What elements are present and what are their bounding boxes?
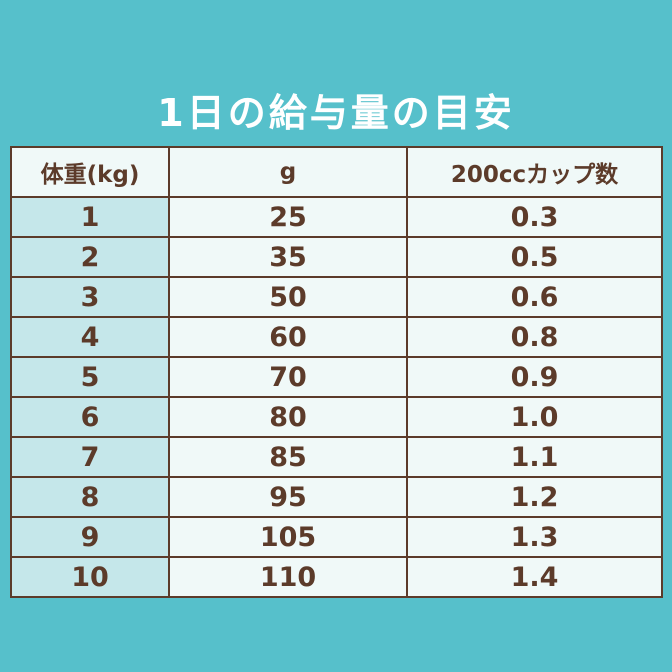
cups-cell: 0.6 — [406, 276, 663, 318]
header-grams: g — [168, 146, 408, 198]
table-row: 2 35 0.5 — [10, 236, 663, 278]
cups-cell: 0.9 — [406, 356, 663, 398]
table-row: 8 95 1.2 — [10, 476, 663, 518]
weight-cell: 6 — [10, 396, 170, 438]
table-row: 9 105 1.3 — [10, 516, 663, 558]
weight-cell: 4 — [10, 316, 170, 358]
header-cups: 200ccカップ数 — [406, 146, 663, 198]
feeding-table: 体重(kg) g 200ccカップ数 1 25 0.3 2 35 0.5 3 50 0.6 4 60… — [10, 146, 663, 598]
grams-cell: 50 — [168, 276, 408, 318]
table-row: 3 50 0.6 — [10, 276, 663, 318]
weight-cell: 3 — [10, 276, 170, 318]
weight-cell: 7 — [10, 436, 170, 478]
weight-cell: 9 — [10, 516, 170, 558]
weight-cell: 10 — [10, 556, 170, 598]
grams-cell: 105 — [168, 516, 408, 558]
cups-cell: 0.5 — [406, 236, 663, 278]
grams-cell: 80 — [168, 396, 408, 438]
table-row: 7 85 1.1 — [10, 436, 663, 478]
table-row: 4 60 0.8 — [10, 316, 663, 358]
table-row: 10 110 1.4 — [10, 556, 663, 598]
grams-cell: 70 — [168, 356, 408, 398]
grams-cell: 35 — [168, 236, 408, 278]
grams-cell: 110 — [168, 556, 408, 598]
table-row: 1 25 0.3 — [10, 196, 663, 238]
grams-cell: 60 — [168, 316, 408, 358]
weight-cell: 8 — [10, 476, 170, 518]
cups-cell: 1.3 — [406, 516, 663, 558]
cups-cell: 1.0 — [406, 396, 663, 438]
weight-cell: 2 — [10, 236, 170, 278]
cups-cell: 1.2 — [406, 476, 663, 518]
cups-cell: 0.3 — [406, 196, 663, 238]
cups-cell: 0.8 — [406, 316, 663, 358]
page-title: 1日の給与量の目安 — [157, 91, 515, 135]
table-header-row: 体重(kg) g 200ccカップ数 — [10, 146, 663, 198]
weight-cell: 1 — [10, 196, 170, 238]
table-body: 1 25 0.3 2 35 0.5 3 50 0.6 4 60 0.8 5 70 0.9 6 80 1.0 7 85 1… — [10, 196, 663, 598]
grams-cell: 95 — [168, 476, 408, 518]
cups-cell: 1.4 — [406, 556, 663, 598]
cups-cell: 1.1 — [406, 436, 663, 478]
table-row: 5 70 0.9 — [10, 356, 663, 398]
header-weight: 体重(kg) — [10, 146, 170, 198]
grams-cell: 85 — [168, 436, 408, 478]
table-row: 6 80 1.0 — [10, 396, 663, 438]
weight-cell: 5 — [10, 356, 170, 398]
grams-cell: 25 — [168, 196, 408, 238]
